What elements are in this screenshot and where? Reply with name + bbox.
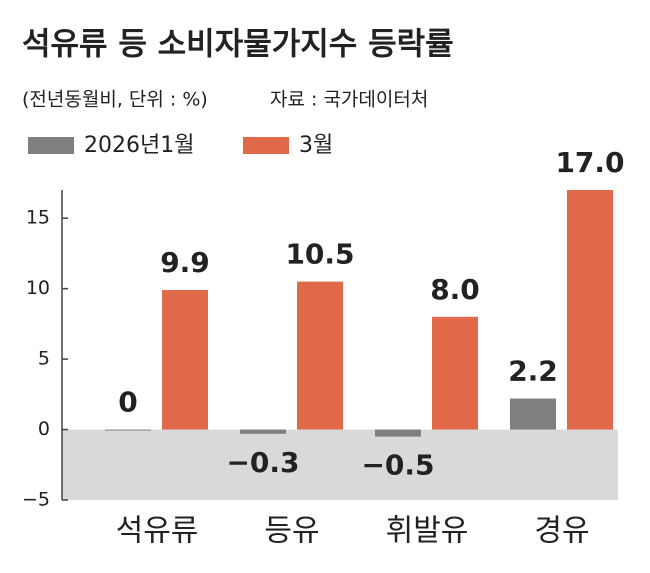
value-label: −0.3 [226,446,299,479]
bar [297,281,343,430]
legend-swatch [243,137,289,154]
y-tick-label: 15 [26,207,50,229]
legend-label: 3월 [299,133,333,158]
y-tick-label: 5 [38,348,50,370]
bar [105,429,151,431]
value-label: 0 [118,386,137,419]
bar [567,190,613,430]
legend-label: 2026년1월 [84,133,194,158]
bar [375,429,421,437]
x-tick-label: 석유류 [116,514,199,549]
bar [510,398,556,430]
subtitle: (전년동월비, 단위 : %) [22,89,208,111]
bar [162,290,208,430]
value-label: 17.0 [555,146,624,179]
value-label: −0.5 [361,449,434,482]
value-label: 9.9 [160,246,210,279]
y-tick-label: −5 [22,489,50,511]
bar [240,429,286,434]
source: 자료 : 국가데이터처 [270,89,428,111]
y-tick-label: 10 [26,277,50,299]
negative-region [62,429,618,500]
bar [432,316,478,430]
x-tick-label: 휘발유 [386,514,469,549]
x-tick-label: 등유 [264,514,319,549]
x-tick-label: 경유 [534,514,589,549]
value-label: 10.5 [285,238,354,271]
value-label: 8.0 [430,273,480,306]
chart-title: 석유류 등 소비자물가지수 등락률 [22,27,454,63]
value-label: 2.2 [508,355,558,388]
legend-swatch [28,137,74,154]
y-tick-label: 0 [38,418,50,440]
